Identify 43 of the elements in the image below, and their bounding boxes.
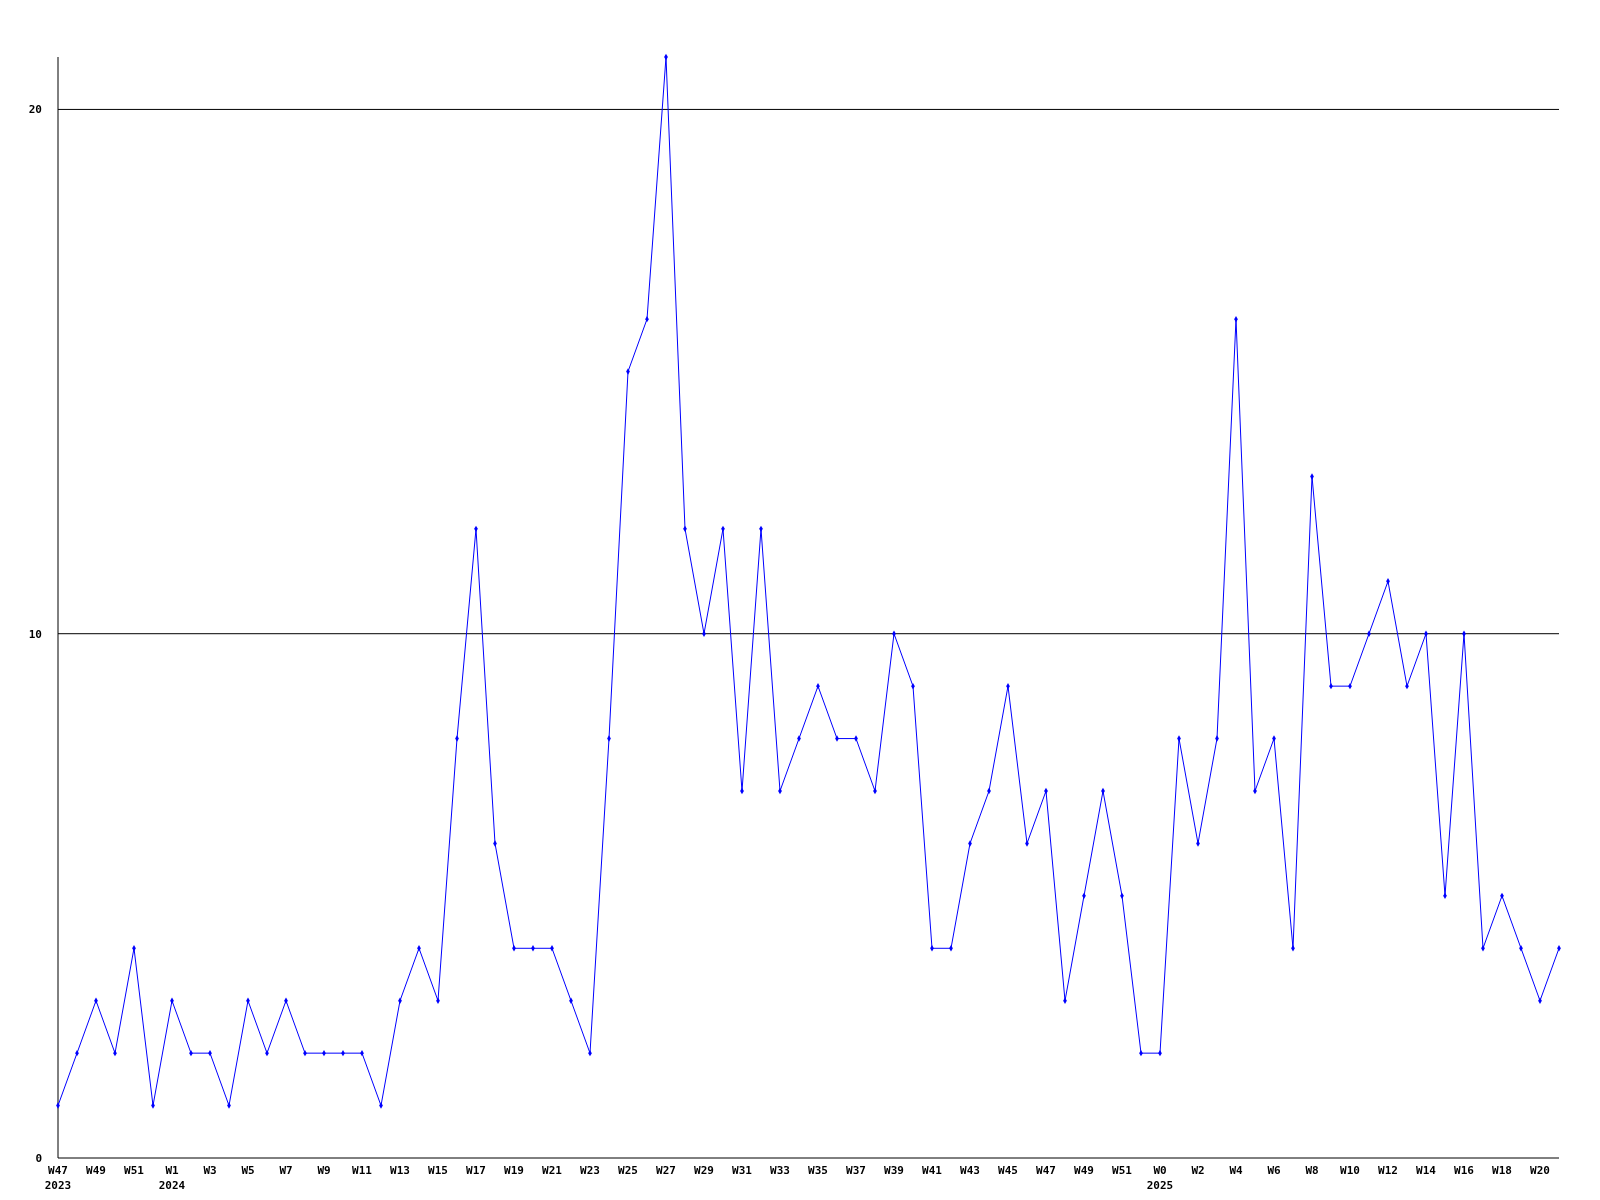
x-tick-label: W49	[1074, 1164, 1094, 1177]
x-tick-label: W5	[241, 1164, 255, 1177]
x-tick-label: W2	[1191, 1164, 1205, 1177]
x-tick-label: W47 2023	[44, 1164, 72, 1192]
x-tick-label: W4	[1229, 1164, 1243, 1177]
x-tick-label: W51	[124, 1164, 145, 1177]
x-tick-label: W1 2024	[158, 1164, 186, 1192]
x-tick-label: W20	[1530, 1164, 1550, 1177]
x-tick-label: W49	[86, 1164, 106, 1177]
x-tick-label: W37	[846, 1164, 866, 1177]
x-tick-label: W51	[1112, 1164, 1133, 1177]
x-tick-label: W3	[203, 1164, 217, 1177]
x-tick-label: W19	[504, 1164, 524, 1177]
x-tick-label: W25	[618, 1164, 638, 1177]
x-tick-label: W45	[998, 1164, 1018, 1177]
x-tick-label: W16	[1454, 1164, 1475, 1177]
x-tick-label: W31	[732, 1164, 753, 1177]
x-tick-label: W47	[1036, 1164, 1056, 1177]
x-tick-label: W35	[808, 1164, 828, 1177]
x-tick-label: W39	[884, 1164, 904, 1177]
x-tick-label: W18	[1492, 1164, 1512, 1177]
x-tick-label: W43	[960, 1164, 980, 1177]
x-tick-label: W17	[466, 1164, 486, 1177]
x-tick-label: W15	[428, 1164, 448, 1177]
x-tick-label: W8	[1305, 1164, 1319, 1177]
x-tick-label: W9	[317, 1164, 331, 1177]
x-tick-label: W0 2025	[1146, 1164, 1174, 1192]
x-tick-label: W11	[352, 1164, 373, 1177]
x-tick-label: W13	[390, 1164, 410, 1177]
y-tick-label: 10	[28, 627, 42, 641]
y-tick-label: 0	[35, 1152, 42, 1165]
x-tick-label: W21	[542, 1164, 563, 1177]
x-tick-label: W14	[1416, 1164, 1437, 1177]
x-tick-label: W12	[1378, 1164, 1398, 1177]
x-tick-label: W23	[580, 1164, 600, 1177]
x-tick-label: W41	[922, 1164, 943, 1177]
x-tick-label: W6	[1267, 1164, 1281, 1177]
x-tick-label: W33	[770, 1164, 790, 1177]
x-tick-label: W10	[1340, 1164, 1360, 1177]
x-tick-label: W7	[279, 1164, 293, 1177]
y-tick-label: 20	[28, 103, 42, 117]
x-tick-label: W27	[656, 1164, 676, 1177]
x-tick-label: W29	[694, 1164, 714, 1177]
